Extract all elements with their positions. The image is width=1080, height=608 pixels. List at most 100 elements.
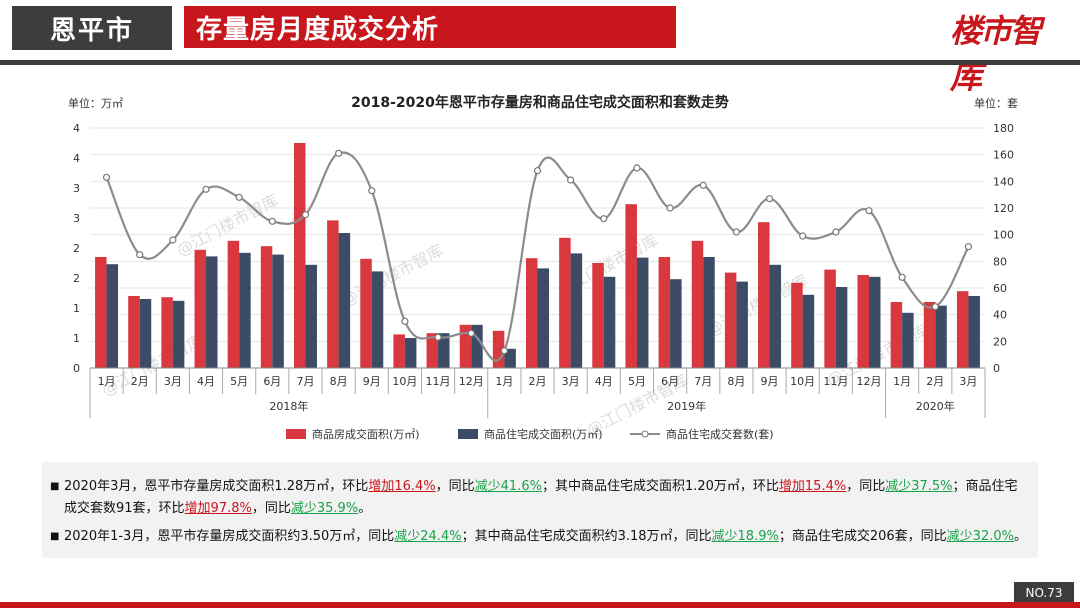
right-axis-ticks: 0 20 40 60 80 100 120 140 160 180 bbox=[993, 122, 1014, 375]
x-tick-label: 7月 bbox=[296, 375, 314, 388]
line-point bbox=[301, 211, 310, 219]
note-text: 2020年3月，恩平市存量房成交面积1.28万㎡，环比增加16.4%，同比减少4… bbox=[64, 476, 1028, 520]
bar bbox=[857, 275, 869, 368]
note-item: ■ 2020年1-3月，恩平市存量房成交面积约3.50万㎡，同比减少24.4%；其… bbox=[50, 526, 1028, 548]
left-axis-ticks: 0 1 1 2 2 3 3 4 4 bbox=[73, 122, 80, 375]
x-tick-label: 5月 bbox=[230, 375, 248, 388]
bar bbox=[194, 249, 207, 368]
note-item: ■ 2020年3月，恩平市存量房成交面积1.28万㎡，环比增加16.4%，同比减少… bbox=[50, 476, 1028, 520]
bar bbox=[95, 257, 107, 368]
bullet-square-icon: ■ bbox=[50, 531, 60, 542]
page-number: NO.73 bbox=[1014, 582, 1074, 604]
note-segment: ；商品住宅成交206套，同比 bbox=[778, 529, 947, 544]
bar bbox=[404, 338, 417, 368]
x-tick-label: 9月 bbox=[761, 375, 779, 388]
line-point bbox=[169, 236, 177, 244]
change-value: 增加15.4% bbox=[778, 479, 847, 494]
left-tick-label: 4 bbox=[73, 122, 80, 135]
right-tick-label: 60 bbox=[993, 282, 1007, 295]
change-value: 减少32.0% bbox=[946, 529, 1014, 544]
bar bbox=[902, 312, 914, 368]
x-tick-label: 8月 bbox=[330, 375, 348, 388]
bar bbox=[724, 272, 737, 368]
x-tick-label: 4月 bbox=[197, 375, 215, 388]
year-label: 2019年 bbox=[667, 399, 706, 413]
note-text: 2020年1-3月，恩平市存量房成交面积约3.50万㎡，同比减少24.4%；其中… bbox=[64, 526, 1027, 548]
right-tick-label: 160 bbox=[993, 149, 1014, 162]
line-point bbox=[401, 317, 409, 325]
bar bbox=[327, 220, 339, 368]
line-point bbox=[799, 232, 807, 240]
bar bbox=[835, 287, 848, 368]
x-tick-label: 6月 bbox=[263, 375, 281, 388]
bar bbox=[206, 256, 218, 368]
bar bbox=[338, 233, 351, 368]
note-segment: 。 bbox=[358, 501, 372, 516]
bar bbox=[272, 254, 284, 368]
note-segment: 2020年3月，恩平市存量房成交面积1.28万㎡，环比 bbox=[64, 479, 369, 494]
bar bbox=[128, 296, 140, 368]
x-tick-label: 1月 bbox=[893, 375, 911, 388]
left-tick-label: 4 bbox=[73, 152, 80, 165]
bar bbox=[526, 258, 538, 368]
bar bbox=[890, 302, 903, 368]
note-segment: ，同比 bbox=[846, 479, 886, 494]
x-axis: 1月 2月 3月 4月 5月 6月 7月 8月 9月 10月 11月 12月 1月 2月 3月 4月 5月 6月 7… bbox=[89, 367, 986, 418]
bar bbox=[736, 281, 748, 368]
line-point bbox=[964, 243, 973, 251]
bar bbox=[769, 264, 782, 368]
bar bbox=[106, 264, 119, 368]
line-point bbox=[202, 185, 210, 193]
bar bbox=[393, 334, 405, 368]
bullet-square-icon: ■ bbox=[50, 481, 60, 492]
right-tick-label: 20 bbox=[993, 335, 1007, 348]
x-tick-label: 11月 bbox=[426, 375, 451, 388]
line-point bbox=[865, 207, 873, 215]
bar bbox=[227, 240, 240, 368]
line-point bbox=[335, 149, 343, 157]
note-segment: ，同比 bbox=[251, 501, 291, 516]
bar bbox=[802, 294, 815, 368]
bar bbox=[239, 252, 251, 368]
bar bbox=[438, 333, 450, 368]
x-tick-label: 12月 bbox=[459, 375, 484, 388]
bar bbox=[625, 204, 637, 368]
line-point bbox=[732, 228, 740, 236]
note-segment: ；商品住宅成交套数91套，环比 bbox=[64, 479, 1018, 516]
bar bbox=[956, 291, 969, 368]
change-value: 增加16.4% bbox=[368, 479, 436, 494]
bar bbox=[172, 300, 185, 368]
bar bbox=[868, 276, 881, 368]
line-point bbox=[633, 164, 641, 172]
x-tick-label: 5月 bbox=[628, 375, 646, 388]
change-value: 增加97.8% bbox=[184, 501, 252, 516]
bar bbox=[636, 257, 649, 368]
note-segment: ；其中商品住宅成交面积约3.18万㎡，同比 bbox=[461, 529, 712, 544]
x-tick-label: 11月 bbox=[823, 375, 848, 388]
brand-logo: 楼市智库 bbox=[950, 12, 1042, 96]
x-tick-label: 3月 bbox=[164, 375, 182, 388]
legend: 商品房成交面积(万㎡) 商品住宅成交面积(万㎡) 商品住宅成交套数(套) bbox=[286, 427, 774, 441]
line-point bbox=[368, 187, 376, 195]
legend-swatch bbox=[641, 430, 649, 438]
x-tick-label: 10月 bbox=[392, 375, 417, 388]
x-tick-label: 8月 bbox=[727, 375, 745, 388]
left-tick-label: 1 bbox=[73, 332, 80, 345]
page-title: 存量房月度成交分析 bbox=[182, 4, 678, 50]
x-tick-label: 2月 bbox=[926, 375, 944, 388]
left-tick-label: 3 bbox=[73, 212, 80, 225]
left-tick-label: 2 bbox=[73, 242, 80, 255]
right-tick-label: 40 bbox=[993, 309, 1007, 322]
change-value: 减少37.5% bbox=[885, 479, 953, 494]
bar bbox=[968, 296, 980, 368]
note-segment: 。 bbox=[1013, 529, 1027, 544]
bar bbox=[161, 297, 173, 368]
x-tick-label: 12月 bbox=[856, 375, 881, 388]
bar bbox=[570, 253, 583, 368]
x-tick-label: 7月 bbox=[694, 375, 712, 388]
bar bbox=[691, 240, 704, 368]
legend-label: 商品住宅成交面积(万㎡) bbox=[484, 427, 603, 441]
line-point bbox=[666, 204, 674, 212]
bar bbox=[791, 282, 803, 368]
change-value: 减少18.9% bbox=[711, 529, 779, 544]
